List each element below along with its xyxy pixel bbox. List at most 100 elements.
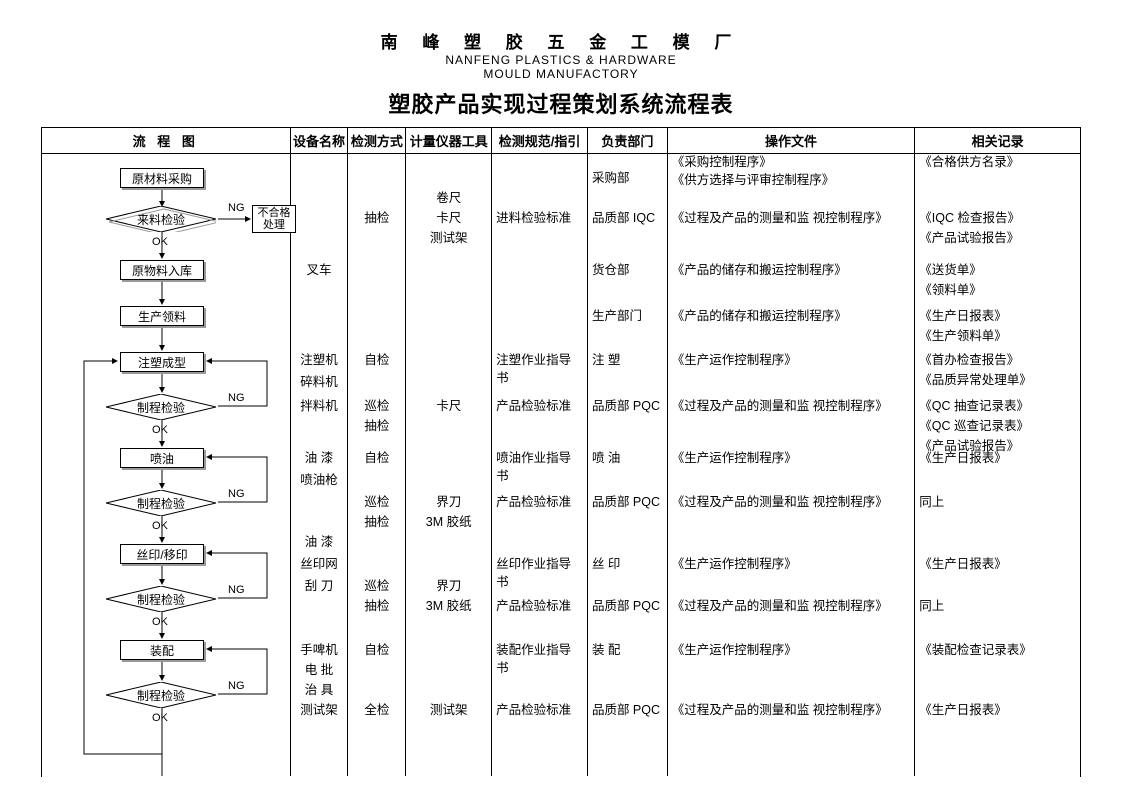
dept-11: 装 配	[592, 642, 663, 660]
method-10: 自检	[348, 642, 405, 660]
dept-5: 注 塑	[592, 352, 663, 370]
company-name-en: NANFENG PLASTICS & HARDWARE	[40, 53, 1082, 67]
equip-crusher: 碎料机	[291, 374, 348, 392]
method-1: 抽检	[348, 210, 405, 228]
rec-column: 《合格供方名录》 《IQC 检查报告》 《产品试验报告》 《送货单》 《领料单》…	[915, 154, 1080, 776]
th-spec: 检测规范/指引	[492, 128, 588, 153]
node-paint: 喷油	[120, 448, 204, 468]
flowchart-column: 原材料采购 来料检验 NG OK 不合格 处理 原物料入库 生产领料 注塑成型 …	[42, 154, 291, 776]
equip-forklift: 叉车	[291, 262, 348, 280]
th-method: 检测方式	[348, 128, 406, 153]
tool-9: 测试架	[406, 702, 491, 720]
th-rec: 相关记录	[915, 128, 1080, 153]
label-ng-4: NG	[228, 584, 245, 596]
label-ng-2: NG	[228, 392, 245, 404]
dept-3: 货仓部	[592, 262, 663, 280]
rec-2: 《IQC 检查报告》	[919, 210, 1076, 228]
tool-column: 卷尺 卡尺 测试架 卡尺 界刀 3M 胶纸 界刀 3M 胶纸 测试架	[406, 154, 492, 776]
equip-driver: 电 批	[291, 662, 348, 680]
label-ok-4: OK	[152, 616, 168, 628]
equip-paint1: 油 漆	[291, 450, 348, 468]
method-9: 抽检	[348, 598, 405, 616]
rec-11: 《QC 巡查记录表》	[919, 418, 1076, 436]
process-table: 流 程 图 设备名称 检测方式 计量仪器工具 检测规范/指引 负责部门 操作文件…	[41, 127, 1081, 777]
rec-5: 《领料单》	[919, 282, 1076, 300]
equip-handpress: 手啤机	[291, 642, 348, 660]
company-name-cn: 南 峰 塑 胶 五 金 工 模 厂	[40, 28, 1082, 53]
label-ok-3: OK	[152, 520, 168, 532]
doc-11: 《过程及产品的测量和监 视控制程序》	[672, 598, 911, 616]
node-inject-mold: 注塑成型	[120, 352, 204, 372]
doc-4: 《产品的储存和搬运控制程序》	[672, 262, 911, 280]
dept-7: 喷 油	[592, 450, 663, 468]
equip-spraygun: 喷油枪	[291, 472, 348, 490]
spec-8: 装配作业指导书	[496, 642, 583, 677]
doc-1: 《采购控制程序》	[672, 154, 911, 172]
th-equip: 设备名称	[291, 128, 349, 153]
method-6: 巡检	[348, 494, 405, 512]
node-reject: 不合格 处理	[252, 205, 296, 233]
node-assembly: 装配	[120, 640, 204, 660]
tool-8: 3M 胶纸	[406, 598, 491, 616]
spec-7: 产品检验标准	[496, 598, 583, 616]
method-3: 巡检	[348, 398, 405, 416]
rec-8: 《首办检查报告》	[919, 352, 1076, 370]
th-doc: 操作文件	[668, 128, 916, 153]
label-ok-2: OK	[152, 424, 168, 436]
dept-10: 品质部 PQC	[592, 598, 663, 616]
doc-6: 《生产运作控制程序》	[672, 352, 911, 370]
tool-1: 卷尺	[406, 190, 491, 208]
label-d5: 制程检验	[137, 687, 185, 704]
node-process-inspect-3: 制程检验	[106, 490, 216, 516]
doc-column: 《采购控制程序》 《供方选择与评审控制程序》 《过程及产品的测量和监 视控制程序…	[668, 154, 916, 776]
rec-4: 《送货单》	[919, 262, 1076, 280]
rec-16: 同上	[919, 598, 1076, 616]
spec-4: 喷油作业指导书	[496, 450, 583, 485]
equip-paint2: 油 漆	[291, 534, 348, 552]
doc-2: 《供方选择与评审控制程序》	[672, 172, 911, 190]
th-dept: 负责部门	[588, 128, 668, 153]
spec-2: 注塑作业指导书	[496, 352, 583, 387]
tool-5: 界刀	[406, 494, 491, 512]
rec-18: 《生产日报表》	[919, 702, 1076, 720]
doc-8: 《生产运作控制程序》	[672, 450, 911, 468]
label-d2: 制程检验	[137, 399, 185, 416]
equip-testrack: 测试架	[291, 702, 348, 720]
doc-10: 《生产运作控制程序》	[672, 556, 911, 574]
method-5: 自检	[348, 450, 405, 468]
equip-silknet: 丝印网	[291, 556, 348, 574]
rec-10: 《QC 抽查记录表》	[919, 398, 1076, 416]
node-prod-req: 生产领料	[120, 306, 204, 326]
method-column: 抽检 自检 巡检 抽检 自检 巡检 抽检 巡检 抽检 自检 全检	[348, 154, 406, 776]
rec-13: 《生产日报表》	[919, 450, 1076, 468]
node-process-inspect-4: 制程检验	[106, 586, 216, 612]
doc-7: 《过程及产品的测量和监 视控制程序》	[672, 398, 911, 416]
company-name-en2: MOULD MANUFACTORY	[40, 67, 1082, 81]
spec-9: 产品检验标准	[496, 702, 583, 720]
label-ng-3: NG	[228, 488, 245, 500]
rec-6: 《生产日报表》	[919, 308, 1076, 326]
th-flow: 流 程 图	[42, 128, 291, 153]
rec-7: 《生产领料单》	[919, 328, 1076, 346]
th-tool: 计量仪器工具	[406, 128, 492, 153]
tool-6: 3M 胶纸	[406, 514, 491, 532]
spec-5: 产品检验标准	[496, 494, 583, 512]
spec-3: 产品检验标准	[496, 398, 583, 416]
method-11: 全检	[348, 702, 405, 720]
rec-3: 《产品试验报告》	[919, 230, 1076, 248]
tool-2: 卡尺	[406, 210, 491, 228]
dept-6: 品质部 PQC	[592, 398, 663, 416]
equip-fixture: 治 具	[291, 682, 348, 700]
node-incoming-inspect: 来料检验	[106, 206, 216, 232]
method-2: 自检	[348, 352, 405, 370]
tool-3: 测试架	[406, 230, 491, 248]
dept-12: 品质部 PQC	[592, 702, 663, 720]
dept-4: 生产部门	[592, 308, 663, 326]
spec-column: 进料检验标准 注塑作业指导书 产品检验标准 喷油作业指导书 产品检验标准 丝印作…	[492, 154, 588, 776]
node-silk-print: 丝印/移印	[120, 544, 204, 564]
node-material-in: 原物料入库	[120, 260, 204, 280]
method-4: 抽检	[348, 418, 405, 436]
equip-scraper: 刮 刀	[291, 578, 348, 596]
doc-3: 《过程及产品的测量和监 视控制程序》	[672, 210, 911, 228]
rec-15: 《生产日报表》	[919, 556, 1076, 574]
